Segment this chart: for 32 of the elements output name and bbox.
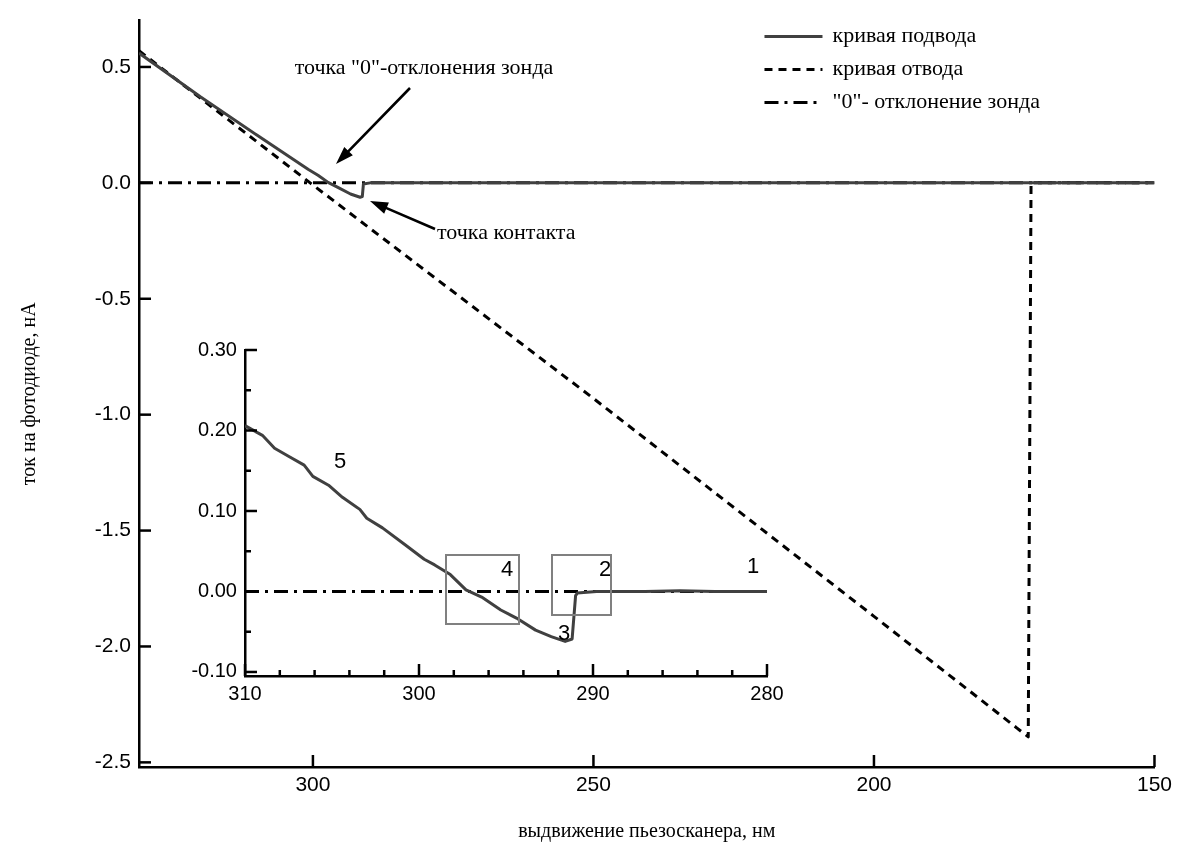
annotation: 1 [746, 553, 760, 579]
x-tick-label: 300 [402, 681, 436, 704]
x-tick-label: 150 [1136, 772, 1172, 796]
y-tick-label: -1.0 [94, 401, 131, 425]
y-axis-title: ток на фотодиоде, нА [17, 301, 41, 486]
x-tick-label: 250 [575, 772, 611, 796]
x-tick-label: 200 [856, 772, 892, 796]
annotation: 4 [500, 556, 514, 582]
annotation: 5 [333, 448, 347, 474]
x-tick-label: 310 [228, 681, 262, 704]
x-tick-label: 280 [750, 681, 784, 704]
annotation: точка "0"-отклонения зонда [294, 54, 554, 80]
y-tick-label: 0.10 [198, 498, 237, 521]
x-tick-label: 300 [295, 772, 331, 796]
y-tick-label: 0.0 [101, 169, 131, 193]
legend-label: кривая подвода [832, 22, 977, 48]
y-tick-label: -2.5 [94, 749, 131, 773]
y-tick-label: 0.20 [198, 418, 237, 441]
annotation: точка контакта [437, 219, 576, 245]
y-tick-label: -0.10 [191, 659, 237, 682]
annotation: 3 [557, 620, 571, 646]
y-tick-label: 0.00 [198, 579, 237, 601]
y-tick-label: -2.0 [94, 633, 131, 657]
x-axis-title: выдвижение пьезосканера, нм [518, 819, 776, 843]
legend-label: кривая отвода [832, 55, 964, 81]
legend-label: "0"- отклонение зонда [832, 88, 1041, 114]
x-tick-label: 290 [576, 681, 610, 704]
y-tick-label: -1.5 [94, 517, 131, 541]
annotation: 2 [598, 556, 612, 582]
y-tick-label: -0.5 [94, 285, 131, 309]
y-tick-label: 0.30 [198, 337, 237, 360]
y-tick-label: 0.5 [101, 53, 131, 77]
